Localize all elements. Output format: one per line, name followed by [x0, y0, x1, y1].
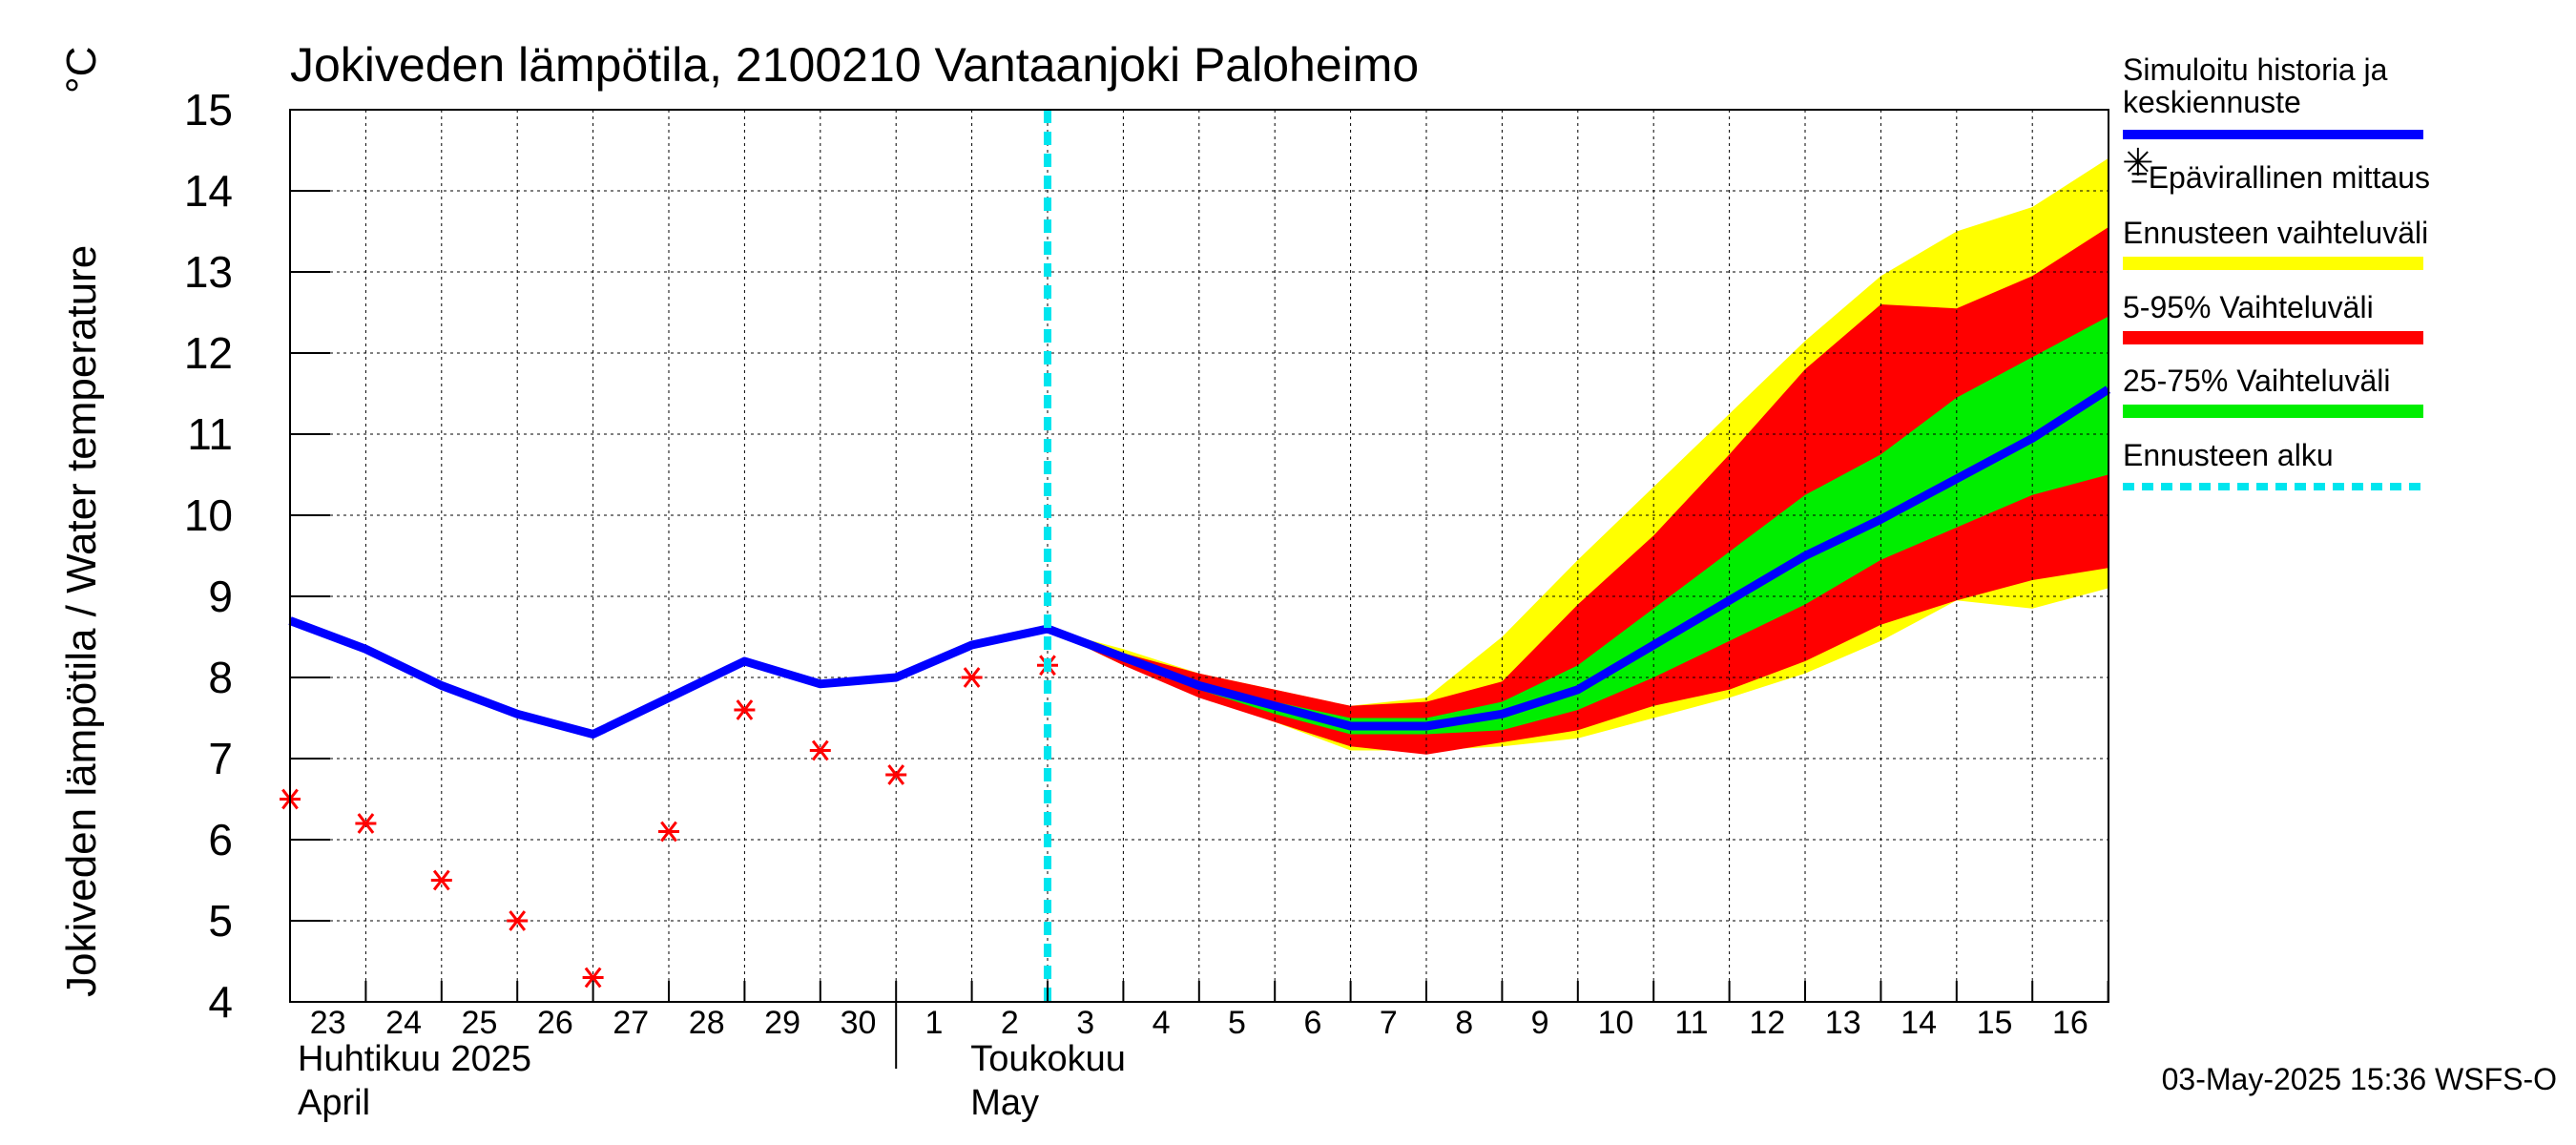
- y-axis-label: Jokiveden lämpötila / Water temperature: [58, 245, 105, 997]
- x-tick-label: 26: [537, 1005, 573, 1041]
- x-tick-label: 1: [924, 1005, 943, 1041]
- y-tick-label: 8: [208, 653, 233, 702]
- x-tick-label: 9: [1531, 1005, 1549, 1041]
- legend-label-5-95: 5-95% Vaihteluväli: [2123, 290, 2374, 324]
- series-simulated-line: [288, 385, 2111, 739]
- y-tick-label: 12: [184, 328, 233, 378]
- y-tick-label: 14: [184, 166, 233, 216]
- chart-title: Jokiveden lämpötila, 2100210 Vantaanjoki…: [290, 38, 1419, 92]
- legend-label-25-75: 25-75% Vaihteluväli: [2123, 364, 2390, 398]
- x-tick-label: 12: [1749, 1005, 1785, 1041]
- measurement-point: [961, 667, 983, 688]
- band-1: [1048, 227, 2109, 755]
- legend-label-measurement: =Epävirallinen mittaus: [2130, 160, 2430, 195]
- measurement-point: [355, 813, 377, 834]
- measurement-point: [430, 869, 452, 891]
- y-tick-label: 5: [208, 896, 233, 946]
- x-tick-label: 16: [2052, 1005, 2088, 1041]
- x-tick-label: 10: [1598, 1005, 1634, 1041]
- x-tick-label: 11: [1674, 1005, 1708, 1041]
- x-tick-label: 28: [689, 1005, 725, 1041]
- band-2: [1048, 316, 2109, 735]
- axis-ticks: [289, 109, 2109, 1003]
- measurement-point: [507, 910, 529, 931]
- x-tick-label: 4: [1153, 1005, 1171, 1041]
- x-tick-label: 2: [1001, 1005, 1019, 1041]
- x-tick-label: 8: [1455, 1005, 1473, 1041]
- measurement-point-stroke: [509, 910, 527, 931]
- y-tick-label: 11: [187, 409, 233, 459]
- legend-label-range: Ennusteen vaihteluväli: [2123, 216, 2428, 250]
- measurement-point-stroke: [432, 869, 450, 891]
- measurement-point-stroke: [963, 667, 981, 688]
- measurement-point: [885, 764, 907, 785]
- measurement-point-stroke: [357, 813, 375, 834]
- measurement-point: [809, 739, 831, 761]
- measurement-point-stroke: [584, 967, 602, 989]
- grid-lines: [290, 110, 2109, 1002]
- x-tick-label: 24: [385, 1005, 422, 1041]
- y-tick-label: 4: [208, 977, 233, 1027]
- x-tick-label: 5: [1228, 1005, 1246, 1041]
- y-tick-label: 6: [208, 815, 233, 864]
- measurement-point-stroke: [811, 739, 829, 761]
- x-tick-label: 14: [1901, 1005, 1937, 1041]
- timestamp: 03-May-2025 15:36 WSFS-O: [2162, 1062, 2557, 1096]
- x-tick-label: 30: [841, 1005, 877, 1041]
- y-axis-unit: °C: [58, 47, 105, 94]
- legend-label-forecast-start: Ennusteen alku: [2123, 438, 2334, 472]
- legend-swatch-measurement: ✳: [2122, 142, 2154, 184]
- x-tick-label: 3: [1076, 1005, 1094, 1041]
- measurement-point: [658, 821, 679, 843]
- x-tick-label: 15: [1977, 1005, 2013, 1041]
- y-tick-label: 9: [208, 572, 233, 621]
- data-series: [280, 110, 2111, 1002]
- x-tick-label: 25: [462, 1005, 498, 1041]
- y-tick-label: 15: [184, 85, 233, 135]
- y-tick-label: 13: [184, 247, 233, 297]
- y-tick-label: 7: [208, 734, 233, 783]
- x-tick-label: 6: [1303, 1005, 1321, 1041]
- month-label-en: May: [970, 1083, 1039, 1123]
- measurement-point-stroke: [887, 764, 905, 785]
- measurement-point-stroke: [736, 699, 754, 720]
- y-tick-label: 10: [184, 490, 233, 540]
- x-tick-label: 7: [1380, 1005, 1398, 1041]
- x-tick-label: 23: [310, 1005, 346, 1041]
- measurement-point: [582, 967, 604, 989]
- x-tick-label: 29: [764, 1005, 800, 1041]
- legend-label-simulated-line1: Simuloitu historia ja: [2123, 52, 2388, 87]
- month-label-fi: Huhtikuu 2025: [298, 1039, 531, 1079]
- month-label-en: April: [298, 1083, 370, 1123]
- forecast-bands: [1048, 158, 2109, 755]
- x-tick-label: 13: [1825, 1005, 1861, 1041]
- measurement-point: [734, 699, 756, 720]
- month-label-fi: Toukokuu: [970, 1039, 1126, 1079]
- legend-label-simulated-line2: keskiennuste: [2123, 85, 2301, 119]
- measurement-point-stroke: [660, 821, 677, 843]
- legend: Simuloitu historia ja keskiennuste ✳ =Ep…: [2122, 52, 2430, 490]
- x-tick-label: 27: [613, 1005, 649, 1041]
